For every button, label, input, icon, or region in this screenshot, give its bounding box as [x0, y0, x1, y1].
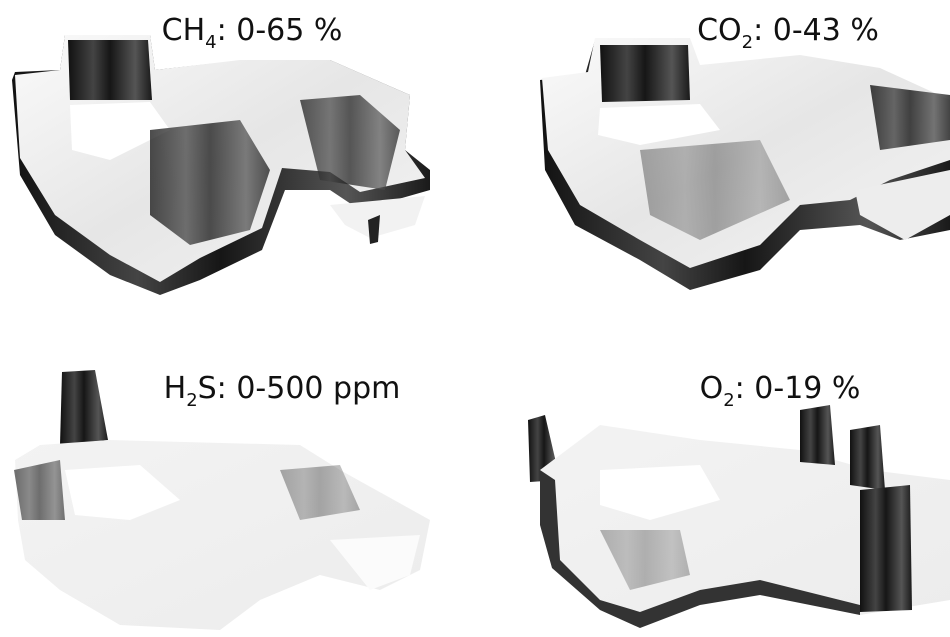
label-main: H — [164, 371, 187, 406]
label-rest: : 0-19 % — [735, 371, 861, 406]
panel-label: CH4: 0-65 % — [162, 13, 343, 53]
label-subscript: 2 — [742, 32, 753, 53]
surface-o2 — [528, 405, 950, 628]
figure: CH4: 0-65 % CO2: 0-43 % H2S: 0-500 ppm O… — [0, 0, 950, 637]
label-subscript: 2 — [186, 390, 197, 411]
panel-label: O2: 0-19 % — [700, 371, 861, 411]
surface-ch4 — [12, 35, 430, 295]
page: CH4: 0-65 % CO2: 0-43 % H2S: 0-500 ppm O… — [0, 0, 950, 637]
surface-co2 — [540, 38, 950, 290]
surface-h2s — [14, 370, 430, 630]
label-rest: : 0-65 % — [217, 13, 343, 48]
label-main: CO — [697, 13, 742, 48]
label-main: O — [700, 371, 724, 406]
label-rest: : 0-43 % — [753, 13, 879, 48]
label-main: CH — [162, 13, 206, 48]
label-subscript: 2 — [723, 390, 734, 411]
label-rest: S: 0-500 ppm — [198, 371, 401, 406]
panel-label: H2S: 0-500 ppm — [164, 371, 401, 411]
label-subscript: 4 — [205, 32, 216, 53]
panel-label: CO2: 0-43 % — [697, 13, 879, 53]
